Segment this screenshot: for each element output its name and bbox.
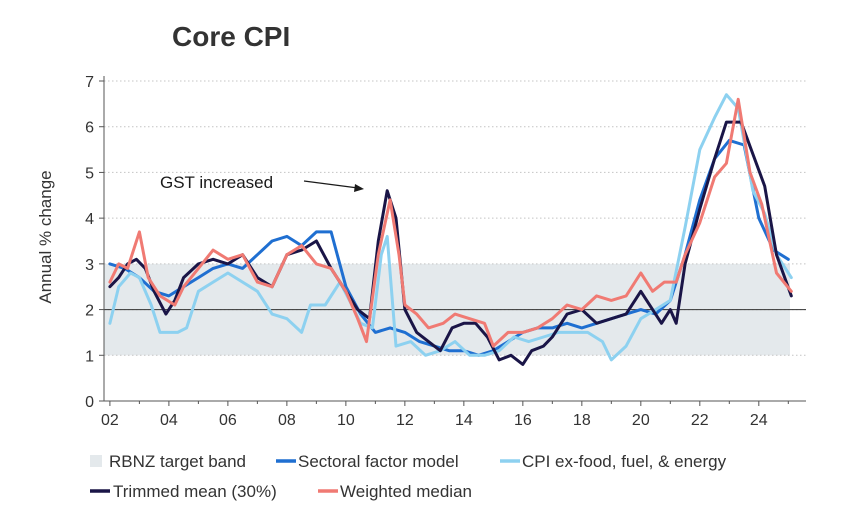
x-tick-label: 12 [396,412,414,429]
x-tick-label: 08 [278,412,296,429]
legend-label-band: RBNZ target band [109,452,246,471]
x-tick-label: 24 [750,412,768,429]
y-axis-label: Annual % change [36,170,55,303]
series-layer [108,93,793,366]
gst-annotation: GST increased [160,173,364,192]
x-tick-label: 16 [514,412,532,429]
series-line-3 [108,97,793,348]
x-tick-label: 02 [101,412,119,429]
legend-label-sectoral: Sectoral factor model [298,452,459,471]
x-tick-label: 10 [337,412,355,429]
gridlines [104,80,806,356]
y-tick-label: 2 [85,303,94,320]
legend-label-median: Weighted median [340,482,472,501]
y-tick-label: 4 [85,211,94,228]
annotation-text: GST increased [160,173,273,192]
y-tick-label: 3 [85,257,94,274]
y-tick-label: 5 [85,165,94,182]
x-tick-label: 22 [691,412,709,429]
legend: RBNZ target band Sectoral factor model C… [90,452,727,501]
x-tick-label: 20 [632,412,650,429]
x-tick-label: 06 [219,412,237,429]
y-tick-label: 6 [85,120,94,137]
series-line-0 [108,138,790,357]
x-tick-label: 18 [573,412,591,429]
annotation-arrow-line [303,180,359,189]
y-tick-label: 1 [85,348,94,365]
y-tick-label: 0 [85,394,94,411]
legend-label-cpiex: CPI ex-food, fuel, & energy [522,452,727,471]
annotation-arrow-head [354,184,364,192]
y-tick-label: 7 [85,74,94,91]
chart-title: Core CPI [172,21,290,52]
series-line-1 [108,93,793,362]
legend-swatch-band [90,455,102,467]
x-tick-label: 14 [455,412,473,429]
x-tick-label: 04 [160,412,178,429]
legend-label-trimmed: Trimmed mean (30%) [113,482,277,501]
